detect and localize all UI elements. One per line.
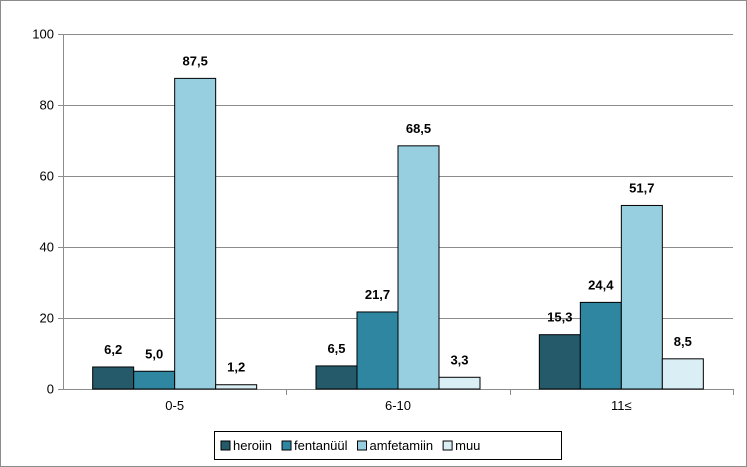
bar-fentanüül-6-10 [357,312,398,389]
data-label: 8,5 [674,334,692,349]
bar-muu-0-5 [216,385,257,389]
data-label: 21,7 [365,287,390,302]
data-label: 3,3 [450,352,468,367]
x-tick-label: 11≤ [611,398,632,413]
data-label: 5,0 [145,346,163,361]
bar-heroiin-11≤ [539,335,580,389]
legend-swatch-heroiin [221,441,230,450]
legend-swatch-muu [443,441,452,450]
y-tick-label: 20 [40,311,54,326]
data-label: 68,5 [406,121,431,136]
y-tick-label: 80 [40,98,54,113]
data-label: 15,3 [547,310,572,325]
y-tick-label: 100 [32,27,54,42]
bar-muu-11≤ [662,359,703,389]
data-label: 24,4 [588,277,614,292]
bar-heroiin-0-5 [93,367,134,389]
x-tick-label: 0-5 [165,398,184,413]
bar-fentanüül-0-5 [134,371,175,389]
bar-muu-6-10 [439,377,480,389]
legend-label-fentanüül: fentanüül [294,438,348,453]
bar-heroiin-6-10 [316,366,357,389]
bar-amfetamiin-6-10 [398,146,439,389]
legend-swatch-amfetamiin [358,441,367,450]
legend-label-heroiin: heroiin [233,438,272,453]
bar-fentanüül-11≤ [580,302,621,389]
data-label: 87,5 [183,53,208,68]
y-tick-label: 60 [40,169,54,184]
legend-swatch-fentanüül [282,441,291,450]
x-tick-label: 6-10 [385,398,411,413]
legend-label-muu: muu [455,438,480,453]
y-tick-label: 0 [47,382,54,397]
legend: heroiin fentanüül amfetamiin muu [215,432,562,460]
data-label: 6,5 [327,341,345,356]
y-tick-label: 40 [40,240,54,255]
data-label: 51,7 [629,180,654,195]
data-label: 1,2 [227,360,245,375]
data-label: 6,2 [104,342,122,357]
bar-amfetamiin-0-5 [175,78,216,389]
legend-label-amfetamiin: amfetamiin [370,438,434,453]
bar-amfetamiin-11≤ [621,205,662,389]
